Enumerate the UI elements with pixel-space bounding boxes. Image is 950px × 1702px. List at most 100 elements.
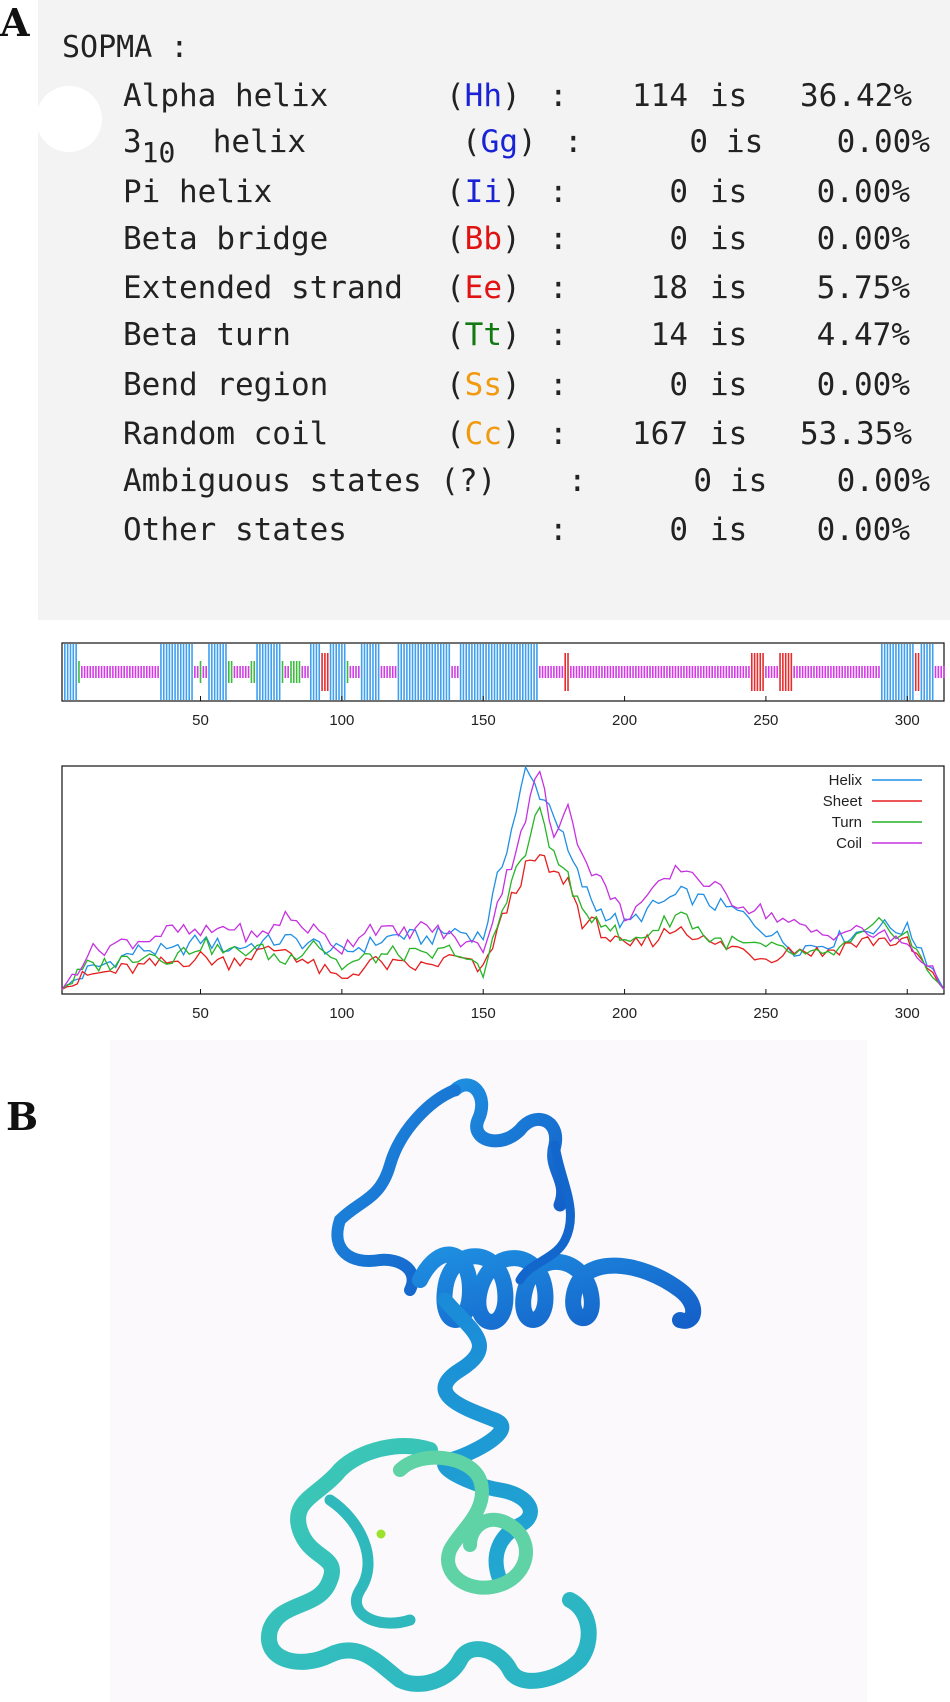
row-label: Other states bbox=[123, 512, 347, 548]
ligand-atom bbox=[376, 1529, 386, 1539]
row-code: (Bb) bbox=[446, 221, 521, 257]
row-colon: : bbox=[568, 463, 587, 499]
row-colon: : bbox=[549, 512, 568, 548]
row-colon: : bbox=[549, 416, 568, 452]
sopma-row-random-coil: Random coil (Cc) : 167 is 53.35% bbox=[0, 416, 912, 468]
sopma-title: SOPMA : bbox=[62, 30, 189, 65]
legend-label-turn: Turn bbox=[832, 814, 862, 831]
row-label: Beta bridge bbox=[123, 221, 329, 257]
row-code: (Tt) bbox=[446, 317, 521, 353]
secondary-structure-track-chart: 50 100 150 200 250 300 bbox=[61, 642, 945, 729]
ribbon-top-loop bbox=[448, 1078, 570, 1212]
row-code: (Ii) bbox=[446, 174, 521, 210]
sopma-row-bend-region: Bend region (Ss) : 0 is 0.00% bbox=[0, 367, 910, 419]
row-count: 114 bbox=[632, 78, 688, 114]
row-colon: : bbox=[549, 174, 568, 210]
sopma-row-beta-bridge: Beta bridge (Bb) : 0 is 0.00% bbox=[0, 221, 910, 273]
row-is: is bbox=[710, 78, 748, 114]
row-count: 0 bbox=[669, 367, 688, 403]
legend-label-helix: Helix bbox=[829, 772, 863, 789]
profile-x-tick-label: 100 bbox=[329, 1005, 354, 1022]
row-is: is bbox=[726, 124, 764, 160]
row-is: is bbox=[710, 367, 748, 403]
track-x-tick-label: 150 bbox=[471, 712, 496, 729]
secondary-structure-profile-chart: Helix Sheet Turn Coil 50 100 150 200 250 300 bbox=[61, 765, 945, 1022]
profile-x-tick-label: 300 bbox=[895, 1005, 920, 1022]
sopma-row-pi-helix: Pi helix (Ii) : 0 is 0.00% bbox=[0, 174, 910, 226]
profile-x-tick-label: 50 bbox=[192, 1005, 209, 1022]
row-label: Extended strand bbox=[123, 270, 403, 306]
row-label: Pi helix bbox=[123, 174, 273, 210]
ribbon-top-loop bbox=[331, 1084, 461, 1296]
row-count: 0 bbox=[669, 512, 688, 548]
row-colon: : bbox=[564, 124, 583, 160]
row-code: (Ee) bbox=[446, 270, 521, 306]
ribbon-bottom-loop bbox=[393, 1450, 533, 1595]
row-percent: 4.47% bbox=[816, 317, 910, 353]
track-x-tick-label: 100 bbox=[329, 712, 354, 729]
row-count: 0 bbox=[693, 463, 712, 499]
row-code: (Ss) bbox=[446, 367, 521, 403]
row-code: (Hh) bbox=[446, 78, 521, 114]
row-percent: 53.35% bbox=[800, 416, 912, 452]
row-is: is bbox=[710, 512, 748, 548]
panel-label-b: B bbox=[6, 1094, 39, 1139]
sopma-row-alpha-helix: Alpha helix (Hh) : 114 is 36.42% bbox=[0, 78, 912, 130]
row-is: is bbox=[710, 221, 748, 257]
row-colon: : bbox=[549, 367, 568, 403]
legend-label-sheet: Sheet bbox=[823, 793, 863, 810]
row-percent: 0.00% bbox=[836, 124, 930, 160]
row-count: 0 bbox=[669, 174, 688, 210]
row-percent: 0.00% bbox=[816, 174, 910, 210]
ribbon-top-loop bbox=[515, 1140, 575, 1285]
row-percent: 0.00% bbox=[816, 512, 910, 548]
row-is: is bbox=[710, 174, 748, 210]
profile-x-tick-label: 250 bbox=[753, 1005, 778, 1022]
row-label: Ambiguous states (?) bbox=[123, 463, 497, 499]
sopma-panel bbox=[38, 0, 950, 620]
series-line-helix bbox=[61, 765, 945, 990]
row-is: is bbox=[710, 270, 748, 306]
row-colon: : bbox=[549, 221, 568, 257]
sopma-row-beta-turn: Beta turn (Tt) : 14 is 4.47% bbox=[0, 317, 910, 369]
row-code: (Cc) bbox=[446, 416, 521, 452]
series-line-turn bbox=[61, 805, 945, 990]
row-percent: 5.75% bbox=[816, 270, 910, 306]
row-colon: : bbox=[549, 317, 568, 353]
row-count: 0 bbox=[669, 221, 688, 257]
track-x-tick-label: 250 bbox=[753, 712, 778, 729]
profile-x-tick-label: 150 bbox=[471, 1005, 496, 1022]
row-is: is bbox=[710, 317, 748, 353]
row-label: 310 helix bbox=[123, 124, 307, 169]
ribbon-bottom-helix bbox=[260, 1438, 597, 1692]
ribbon-bottom-loop bbox=[324, 1494, 416, 1629]
decorative-blob bbox=[36, 86, 102, 152]
row-label: Alpha helix bbox=[123, 78, 329, 114]
row-percent: 0.00% bbox=[836, 463, 930, 499]
row-colon: : bbox=[549, 270, 568, 306]
row-count: 14 bbox=[650, 317, 688, 353]
row-count: 0 bbox=[689, 124, 708, 160]
sopma-row-310-helix: 310 helix (Gg) : 0 is 0.00% bbox=[0, 124, 930, 176]
row-count: 167 bbox=[632, 416, 688, 452]
sopma-row-extended-strand: Extended strand (Ee) : 18 is 5.75% bbox=[0, 270, 910, 322]
track-x-tick-label: 200 bbox=[612, 712, 637, 729]
track-x-tick-label: 50 bbox=[192, 712, 209, 729]
ribbon-middle-helix bbox=[437, 1292, 538, 1588]
panel-label-a: A bbox=[0, 0, 30, 45]
row-percent: 0.00% bbox=[816, 367, 910, 403]
row-label: Random coil bbox=[123, 416, 329, 452]
row-percent: 36.42% bbox=[800, 78, 912, 114]
row-is: is bbox=[730, 463, 768, 499]
profile-x-tick-label: 200 bbox=[612, 1005, 637, 1022]
series-line-sheet bbox=[61, 853, 945, 990]
row-code: (Gg) bbox=[462, 124, 537, 160]
row-is: is bbox=[710, 416, 748, 452]
series-line-coil bbox=[61, 770, 945, 990]
row-count: 18 bbox=[650, 270, 688, 306]
track-x-tick-label: 300 bbox=[895, 712, 920, 729]
sopma-row-ambiguous-states: Ambiguous states (?) : 0 is 0.00% bbox=[0, 463, 930, 515]
sopma-row-other-states: Other states : 0 is 0.00% bbox=[0, 512, 910, 564]
row-label: Beta turn bbox=[123, 317, 291, 353]
